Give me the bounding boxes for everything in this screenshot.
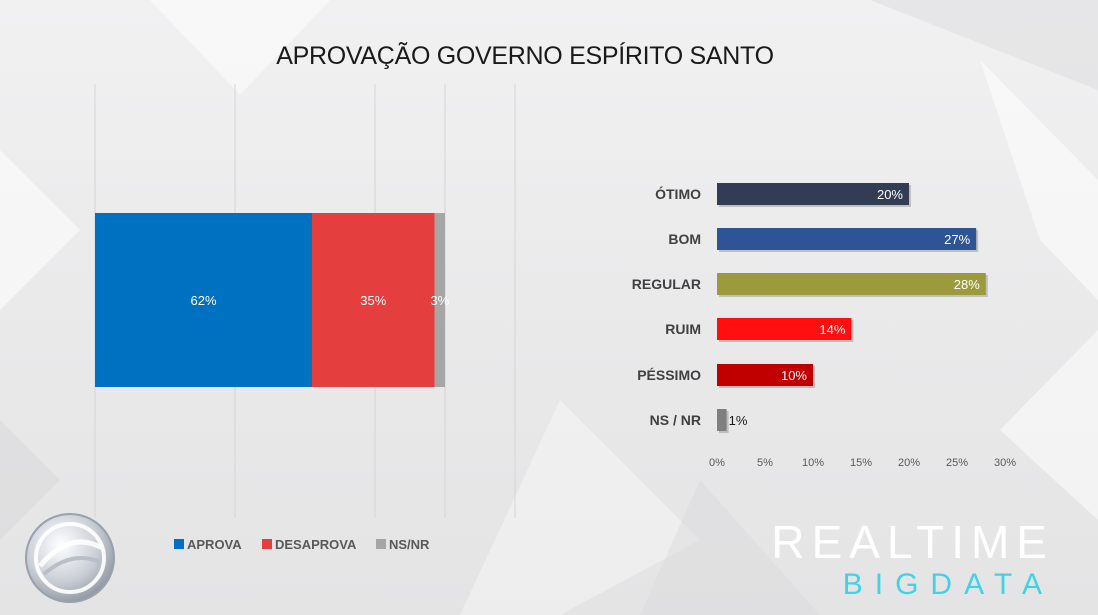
legend-label-aprova: APROVA <box>187 537 242 552</box>
value-label-otimo: 20% <box>877 187 903 202</box>
legend-swatch-aprova <box>174 539 184 549</box>
legend-label-ns-nr: NS/NR <box>389 537 430 552</box>
value-label-ruim: 14% <box>819 322 845 337</box>
stacked-bar-label-ns-nr: 3% <box>430 293 449 308</box>
category-label-ns-nr: NS / NR <box>650 412 701 428</box>
x-tick-label: 25% <box>946 457 968 469</box>
bar-ruim <box>717 318 852 340</box>
brand-logo: REALTIME BIGDATA <box>771 518 1054 602</box>
bar-otimo <box>717 183 909 205</box>
brand-line-1: REALTIME <box>771 516 1054 568</box>
x-tick-label: 20% <box>898 457 920 469</box>
stacked-bar-ns-nr <box>434 213 445 387</box>
value-label-regular: 28% <box>954 277 980 292</box>
category-label-pessimo: PÉSSIMO <box>637 367 701 383</box>
x-tick-label: 10% <box>802 457 824 469</box>
value-label-bom: 27% <box>944 232 970 247</box>
legend-swatch-ns-nr <box>376 539 386 549</box>
x-tick-label: 5% <box>757 457 773 469</box>
stacked-bar-desaprova <box>312 213 435 387</box>
stacked-bar-label-desaprova: 35% <box>360 293 386 308</box>
x-tick-label: 30% <box>994 457 1016 469</box>
bar-bom <box>717 228 977 250</box>
legend-label-desaprova: DESAPROVA <box>275 537 357 552</box>
x-tick-label: 15% <box>850 457 872 469</box>
record-tv-logo-icon <box>25 513 115 603</box>
stacked-bar-label-aprova: 62% <box>190 293 216 308</box>
value-label-pessimo: 10% <box>781 368 807 383</box>
category-label-regular: REGULAR <box>632 276 701 292</box>
bar-regular <box>717 273 986 295</box>
legend-swatch-desaprova <box>262 539 272 549</box>
stacked-bar-aprova <box>95 213 312 387</box>
category-label-bom: BOM <box>668 231 701 247</box>
bar-ns-nr <box>717 409 727 431</box>
brand-line-2: BIGDATA <box>842 568 1054 601</box>
bar-pessimo <box>717 364 813 386</box>
value-label-ns-nr: 1% <box>729 413 748 428</box>
category-label-otimo: ÓTIMO <box>655 185 701 202</box>
page-title: APROVAÇÃO GOVERNO ESPÍRITO SANTO <box>276 42 774 70</box>
category-label-ruim: RUIM <box>665 321 701 337</box>
x-tick-label: 0% <box>709 457 725 469</box>
